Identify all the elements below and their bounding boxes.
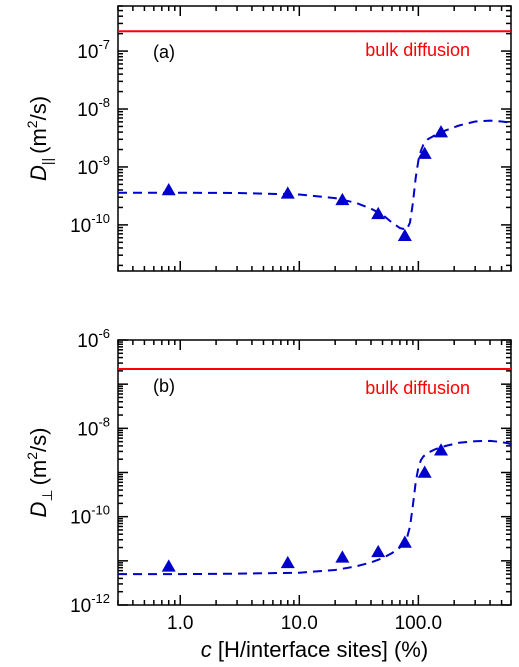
fit-curve bbox=[118, 439, 511, 576]
panel-label: (b) bbox=[153, 376, 175, 396]
data-point bbox=[417, 465, 432, 478]
data-point bbox=[434, 443, 449, 456]
data-point bbox=[371, 544, 386, 558]
y-tick-label: 10-8 bbox=[77, 95, 110, 121]
plot-frame bbox=[117, 5, 512, 272]
bulk-diffusion-label: bulk diffusion bbox=[365, 40, 470, 60]
data-point bbox=[335, 192, 350, 206]
y-axis-label: D⊥(m2/s) bbox=[24, 428, 55, 518]
y-tick-label: 10-7 bbox=[77, 37, 110, 63]
y-tick-label: 10-12 bbox=[70, 591, 110, 617]
data-point bbox=[280, 186, 295, 199]
y-tick-label: 10-10 bbox=[70, 503, 110, 529]
x-tick-label: 10.0 bbox=[281, 613, 318, 634]
data-point bbox=[335, 550, 350, 563]
bulk-diffusion-label: bulk diffusion bbox=[365, 378, 470, 398]
y-axis-label: D||(m2/s) bbox=[24, 96, 55, 181]
x-tick-label: 1.0 bbox=[167, 613, 193, 634]
y-tick-label: 10-9 bbox=[77, 153, 110, 179]
data-point bbox=[280, 555, 295, 569]
data-point bbox=[434, 125, 449, 138]
data-point bbox=[397, 228, 412, 241]
data-point bbox=[371, 206, 386, 220]
panel-a: 10-7 10-8 10-9 10-10 D||(m2/s) (a) bulk diffus… bbox=[24, 5, 512, 272]
x-tick-label: 100.0 bbox=[395, 613, 443, 634]
panel-b: 10-6 10-8 10-10 10-12 1.0 10.0 100.0 D⊥(m2/s) c … bbox=[24, 326, 512, 662]
x-axis-label: c [H/interface sites] (%) bbox=[201, 637, 428, 662]
data-point bbox=[161, 559, 176, 572]
data-point bbox=[417, 146, 432, 159]
y-tick-label: 10-10 bbox=[70, 211, 110, 237]
y-tick-label: 10-6 bbox=[77, 326, 110, 352]
panel-label: (a) bbox=[153, 42, 175, 62]
fit-curve bbox=[118, 119, 511, 231]
y-tick-label: 10-8 bbox=[77, 414, 110, 440]
data-point bbox=[397, 535, 412, 548]
data-point bbox=[161, 183, 176, 196]
